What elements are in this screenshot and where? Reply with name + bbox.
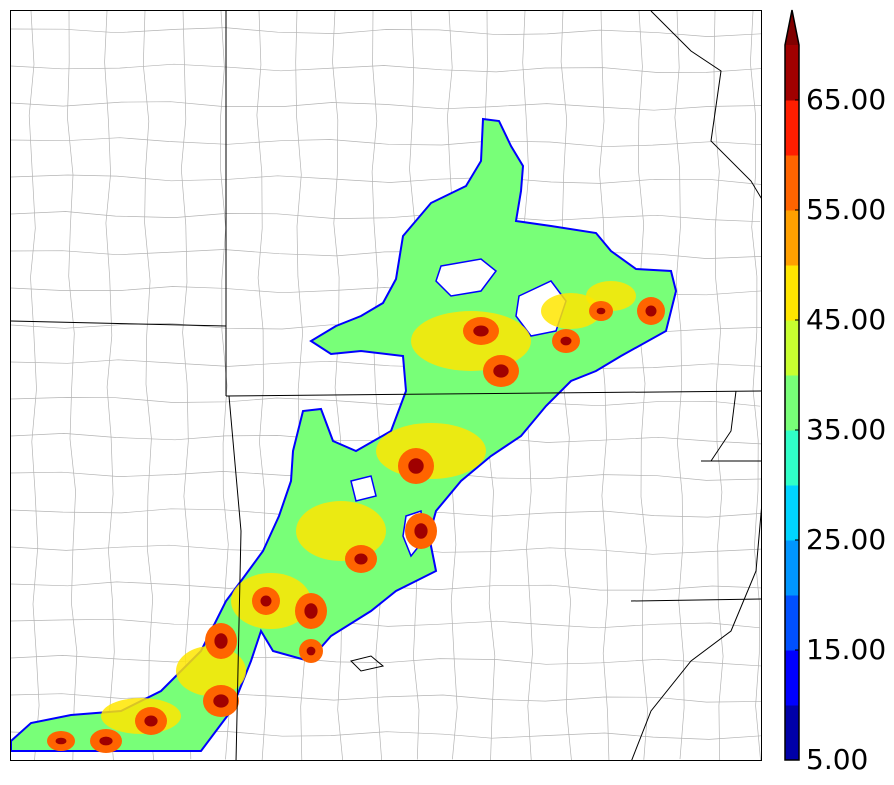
county-line bbox=[11, 618, 761, 629]
swath-max-core bbox=[144, 715, 158, 727]
county-line bbox=[28, 11, 40, 760]
colorbar-bin bbox=[785, 265, 799, 321]
state-boundary bbox=[631, 508, 761, 760]
colorbar-bin bbox=[785, 705, 799, 761]
colorbar-tick-label: 25.00 bbox=[806, 523, 887, 556]
county-line bbox=[599, 11, 610, 760]
colorbar-tick-label: 55.00 bbox=[806, 193, 887, 226]
county-line bbox=[11, 27, 761, 37]
county-line bbox=[11, 63, 761, 73]
county-line bbox=[11, 174, 761, 185]
county-line bbox=[11, 137, 761, 148]
county-line bbox=[11, 655, 761, 667]
county-line bbox=[180, 11, 192, 760]
swath-max-core bbox=[560, 336, 572, 346]
county-line bbox=[674, 11, 685, 760]
colorbar-tick-label: 65.00 bbox=[806, 83, 887, 116]
colorbar-bin bbox=[785, 430, 799, 486]
colorbar-tick-label: 35.00 bbox=[806, 413, 887, 446]
state-boundary bbox=[228, 395, 242, 760]
swath-max-core bbox=[214, 633, 228, 649]
county-line bbox=[11, 397, 761, 407]
county-line bbox=[11, 249, 761, 259]
swath-max-core bbox=[306, 646, 316, 656]
colorbar-tick-label: 15.00 bbox=[806, 633, 887, 666]
county-line bbox=[11, 693, 761, 703]
state-boundary bbox=[710, 390, 737, 462]
state-boundary bbox=[11, 320, 227, 327]
county-line bbox=[11, 359, 761, 369]
swath-mid-area bbox=[176, 646, 246, 696]
colorbar-bin bbox=[785, 540, 799, 596]
colorbar-bin bbox=[785, 155, 799, 211]
swath-max-core bbox=[354, 553, 368, 565]
swath-outline bbox=[11, 117, 678, 752]
swath-max-core bbox=[408, 458, 424, 474]
state-boundary bbox=[350, 655, 385, 672]
county-line bbox=[371, 11, 382, 760]
state-boundary bbox=[630, 598, 761, 602]
colorbar-bin bbox=[785, 320, 799, 376]
county-line bbox=[256, 11, 267, 760]
swath-max-core bbox=[213, 694, 229, 708]
swath-max-core bbox=[55, 737, 67, 745]
county-line bbox=[750, 11, 761, 760]
colorbar-bin bbox=[785, 45, 799, 101]
county-line bbox=[11, 211, 761, 223]
colorbar-extend-arrow bbox=[785, 10, 799, 45]
county-line bbox=[67, 11, 78, 760]
colorbar-bin bbox=[785, 650, 799, 706]
county-line bbox=[11, 101, 761, 111]
swath-hole bbox=[350, 475, 377, 502]
colorbar-bin bbox=[785, 210, 799, 266]
reflectivity-map bbox=[11, 11, 761, 760]
swath-max-core bbox=[304, 603, 318, 619]
colorbar-bin bbox=[785, 100, 799, 156]
colorbar-bin bbox=[785, 595, 799, 651]
colorbar-bin bbox=[785, 375, 799, 431]
county-line bbox=[142, 11, 155, 760]
county-line bbox=[638, 11, 648, 760]
swath-max-core bbox=[414, 523, 428, 539]
swath-max-core bbox=[473, 325, 489, 337]
reflectivity-swath bbox=[11, 117, 678, 753]
map-panel bbox=[10, 10, 762, 761]
swath-max-core bbox=[493, 364, 509, 378]
swath-max-core bbox=[645, 305, 657, 317]
swath-hole bbox=[435, 258, 498, 297]
state-boundary bbox=[650, 11, 761, 199]
county-line bbox=[713, 11, 724, 760]
colorbar-bins bbox=[785, 45, 799, 761]
state-boundaries bbox=[11, 11, 761, 760]
swath-max-core bbox=[260, 595, 272, 607]
county-line bbox=[104, 11, 115, 760]
swath-max-core bbox=[99, 736, 113, 746]
colorbar-bin bbox=[785, 485, 799, 541]
swath-max-core bbox=[596, 307, 606, 315]
colorbar-outline bbox=[784, 9, 800, 761]
colorbar-tick-label: 5.00 bbox=[806, 743, 869, 776]
colorbar bbox=[784, 9, 800, 761]
state-boundary bbox=[225, 390, 761, 397]
county-boundaries bbox=[11, 11, 761, 760]
county-line bbox=[332, 11, 344, 760]
colorbar-tick-label: 45.00 bbox=[806, 303, 887, 336]
swath-mid-area bbox=[541, 293, 601, 329]
